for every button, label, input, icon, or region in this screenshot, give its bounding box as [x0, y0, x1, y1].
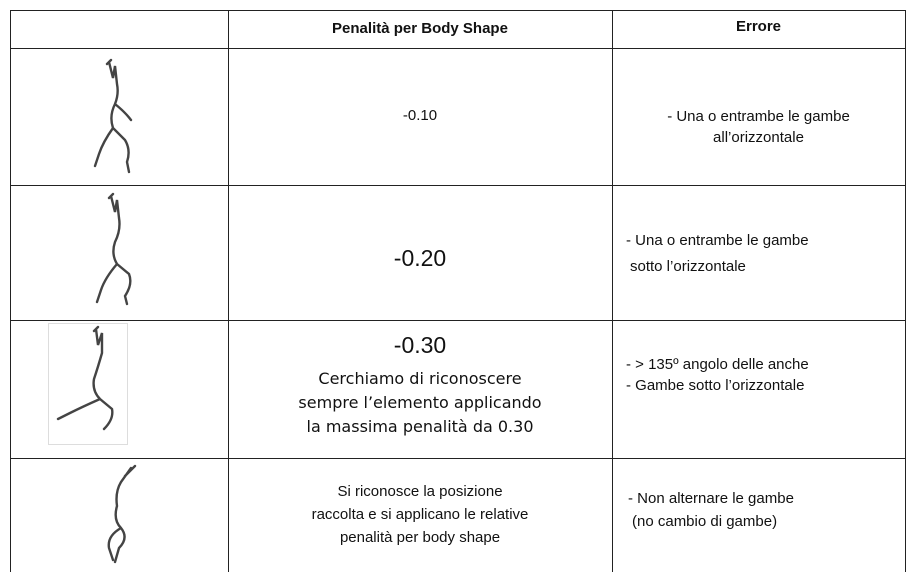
border [10, 10, 906, 11]
border [10, 10, 11, 572]
penalty-text: penalità per body shape [339, 529, 501, 546]
error-text: - Gambe sotto l’orizzontale [626, 377, 805, 394]
error-text: - Una o entrambe le gambe [667, 108, 850, 125]
header-cell: Penalità per Body Shape [332, 20, 508, 37]
figure-icon [95, 192, 132, 306]
figure-icon [107, 464, 137, 564]
error-text: - Una o entrambe le gambe [626, 232, 809, 249]
border [10, 185, 906, 186]
border [905, 10, 906, 572]
error-text: sotto l’orizzontale [630, 258, 746, 275]
penalty-value: -0.30 [393, 332, 447, 358]
penalty-note: Cerchiamo di riconoscere [318, 369, 522, 388]
penalty-value: -0.20 [393, 245, 447, 271]
figure-icon [93, 58, 133, 174]
error-text: - > 135º angolo delle anche [626, 356, 809, 373]
penalty-value: -0.10 [402, 107, 438, 124]
figure-icon [48, 323, 128, 445]
penalty-text: raccolta e si applicano le relative [311, 506, 529, 523]
border [10, 458, 906, 459]
border [612, 10, 613, 572]
error-text: (no cambio di gambe) [632, 513, 778, 530]
penalty-note: sempre l’elemento applicando [298, 393, 542, 412]
border [10, 48, 906, 49]
border [228, 10, 229, 572]
penalty-note: la massima penalità da 0.30 [306, 417, 534, 436]
border [10, 320, 906, 321]
error-text: - Non alternare le gambe [628, 490, 794, 507]
penalty-text: Si riconosce la posizione [337, 483, 503, 500]
header-cell: Errore [735, 18, 782, 35]
error-text: all’orizzontale [713, 129, 804, 146]
